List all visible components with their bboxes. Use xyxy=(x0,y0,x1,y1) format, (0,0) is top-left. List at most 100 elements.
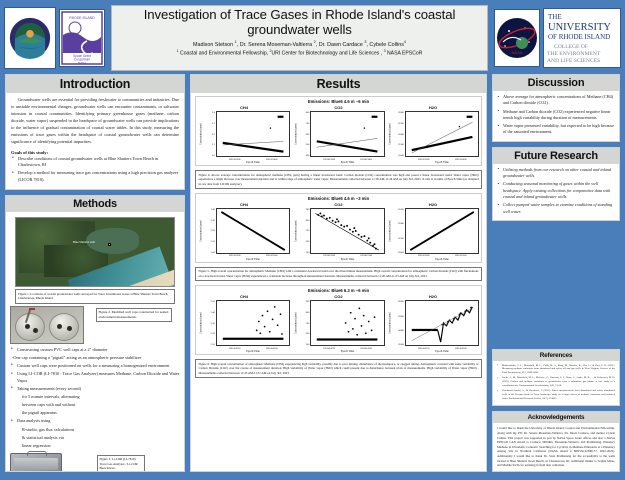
poster-title-box: Investigation of Trace Gases in Rhode Is… xyxy=(111,5,488,71)
uri-seal-logo xyxy=(4,7,56,69)
figure-1-caption: Figure 1. Locations of coastal groundwat… xyxy=(15,289,175,304)
poster-authors: Madison Stetson 1, Dr. Serena Moseman-Va… xyxy=(193,39,406,48)
y-axis-ticks: 900 800 700 600 500 xyxy=(299,300,311,346)
x-tick: 1691423280 xyxy=(228,157,241,161)
x-tick: 1691423460 xyxy=(454,157,467,161)
list-item: Constructing custom PVC well caps at a 2… xyxy=(10,346,180,353)
x-axis-label: Epoch Time xyxy=(340,350,355,354)
x-axis-label: Epoch Time xyxy=(246,350,260,354)
methods-panel: Methods Blue Shutters well Figure 1. Loc… xyxy=(5,195,185,472)
chart-gas-label: CH4 xyxy=(239,294,248,300)
svg-text:THE ENVIRONMENT: THE ENVIRONMENT xyxy=(547,51,601,57)
y-tick: 11500 xyxy=(397,143,404,147)
x-axis-label: Epoch Time xyxy=(246,161,260,164)
svg-text:THE: THE xyxy=(548,13,562,21)
x-axis-label: Epoch Time xyxy=(340,257,355,261)
list-item: Develop a method for measuring trace gas… xyxy=(11,170,179,183)
y-tick: 500 xyxy=(305,143,310,147)
nasa-meatball-icon: NASA xyxy=(497,18,537,58)
x-axis-label: Epoch Time xyxy=(435,350,449,354)
chart-gas-label: CO2 xyxy=(334,294,343,300)
y-axis-ticks: 2.50 2.40 2.30 2.20 2.10 xyxy=(204,300,216,346)
chart-h2o: H2O Concentration (ppm) 13000 12500 1200… xyxy=(387,105,479,164)
list-item: Collect pumped water samples to examine … xyxy=(497,202,615,215)
svg-text:Consortium: Consortium xyxy=(74,58,91,62)
figure-3-licor-analyzer-photo xyxy=(10,450,62,471)
figure-4-block: Emissions: Blue5 4.6 m ~6 min CH4 Concen… xyxy=(195,96,482,166)
y-tick: 900 xyxy=(305,207,310,211)
x-tick: 1691424780 xyxy=(265,346,278,350)
figure-1-aerial-map: Blue Shutters well xyxy=(15,217,175,288)
y-tick: 700 xyxy=(305,121,310,125)
figure-6-caption: Figure 6. High overall concentration of … xyxy=(195,359,482,379)
x-tick: 1691422340 xyxy=(360,254,372,258)
x-tick: 1691422280 xyxy=(228,254,241,258)
y-tick: 12500 xyxy=(397,236,404,240)
chart-gas-label: CO2 xyxy=(334,201,343,207)
plot-area-co2 xyxy=(310,111,385,157)
svg-text:NASA: NASA xyxy=(512,50,523,55)
acknowledgements-body: I would like to thank the University of … xyxy=(493,423,619,471)
svg-text:UNIVERSITY: UNIVERSITY xyxy=(548,22,611,33)
acknowledgements-heading: Acknowledgements xyxy=(493,412,619,424)
list-item: Above average for atmospheric concentrat… xyxy=(497,94,615,107)
results-body: Emissions: Blue5 4.6 m ~6 min CH4 Concen… xyxy=(191,93,486,471)
x-axis-ticks: 1691424720 1691424780 xyxy=(198,347,290,350)
introduction-body: Groundwater wells are essential for prov… xyxy=(6,93,184,189)
future-research-body: Utilizing methods from our research on o… xyxy=(493,164,619,220)
chart-gas-label: H2O xyxy=(428,294,438,300)
introduction-panel: Introduction Groundwater wells are essen… xyxy=(5,74,185,191)
list-item: Methane and Carbon dioxide (CO2) experie… xyxy=(497,108,615,122)
chart-ch4: CH4 Concentration (ppm) 2.40 2.30 2.20 2… xyxy=(198,202,290,261)
y-tick: 700 xyxy=(305,229,310,233)
chart-h2o: H2O Concentration (ppm) 13500 13000 1250… xyxy=(387,202,479,261)
y-axis-label: Concentration (ppm) xyxy=(294,312,297,335)
ri-space-grant-logo: RHODE ISLAND Space Grant Consortium NASA xyxy=(59,9,105,67)
methods-heading: Methods xyxy=(6,196,184,213)
y-tick: 2.4 xyxy=(211,111,215,114)
list-item: Water vapor presented variability, but e… xyxy=(497,123,615,136)
list-item: & statistical analysis via xyxy=(22,434,64,440)
y-tick: 2.30 xyxy=(210,218,215,222)
future-research-heading: Future Research xyxy=(493,147,619,164)
introduction-heading: Introduction xyxy=(6,75,184,93)
y-tick: 14000 xyxy=(397,328,404,332)
y-axis-label: Concentration (ppm) xyxy=(199,123,203,145)
y-tick: 12500 xyxy=(397,121,404,125)
goals-title: Goals of this study: xyxy=(11,149,49,155)
y-tick: 800 xyxy=(305,218,310,222)
list-item: Custom well caps were positioned on well… xyxy=(10,362,180,369)
figure-3-caption: Figure 3. Li-COR (LI-7810) Trace Gas Ana… xyxy=(96,454,145,471)
figure-5-charts: CH4 Concentration (ppm) 2.40 2.30 2.20 2… xyxy=(198,202,479,261)
svg-text:RHODE ISLAND: RHODE ISLAND xyxy=(69,16,95,20)
svg-text:OF RHODE ISLAND: OF RHODE ISLAND xyxy=(548,33,610,41)
right-column: Discussion Above average for atmospheric… xyxy=(492,74,620,472)
chart-h2o: H2O Concentration (ppm) 16000 15000 1400… xyxy=(387,294,479,353)
figure-5-block: Emissions: Blue5 4.6 m ~3 min CH4 Concen… xyxy=(195,192,482,263)
methods-body: Blue Shutters well Figure 1. Locations o… xyxy=(6,212,184,471)
plot-area-h2o xyxy=(404,207,479,254)
map-marker-icon xyxy=(107,242,111,246)
poster-title-line1: Investigation of Trace Gases in Rhode Is… xyxy=(143,7,456,22)
y-tick: 2.3 xyxy=(211,121,215,125)
y-axis-ticks: 900 800 700 600 500 xyxy=(299,208,311,254)
list-item: Utilizing methods from our research on o… xyxy=(497,166,615,180)
list-item: Describe conditions of coastal groundwat… xyxy=(11,155,179,169)
results-column: Results Emissions: Blue5 4.6 m ~6 min CH… xyxy=(190,74,487,472)
svg-text:NASA: NASA xyxy=(78,61,86,65)
x-axis-label: Epoch Time xyxy=(435,161,449,164)
y-axis-ticks: 13000 12500 12000 11500 11000 xyxy=(393,111,405,157)
svg-text:Space Grant: Space Grant xyxy=(73,54,91,58)
y-tick: 2.2 xyxy=(211,132,215,136)
future-research-panel: Future Research Utilizing methods from o… xyxy=(492,146,620,221)
list-item: Mathioudakis, V. L., Mansfield, M. L., C… xyxy=(497,363,615,375)
x-tick: 1691424720 xyxy=(323,346,335,350)
list-item: between caps with and without xyxy=(22,402,76,408)
list-item: Using LI-COR (LI-7810 : Trace Gas Analyz… xyxy=(10,371,180,384)
plot-area-h2o xyxy=(404,111,479,157)
x-axis-ticks: 1691423280 1691423460 xyxy=(387,158,479,161)
y-axis-label: Concentration (ppm) xyxy=(294,123,297,145)
y-tick: 900 xyxy=(305,300,310,304)
y-axis-ticks: 2.40 2.30 2.20 2.10 2.00 xyxy=(204,208,216,254)
